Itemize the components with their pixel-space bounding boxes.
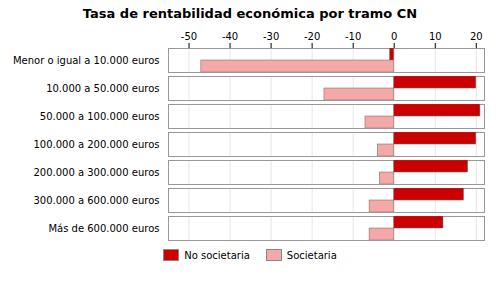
svg-text:Menor o igual a 10.000 euros: Menor o igual a 10.000 euros	[13, 55, 160, 66]
svg-text:-20: -20	[304, 31, 320, 42]
svg-text:200.000 a 300.000 euros: 200.000 a 300.000 euros	[33, 167, 159, 178]
svg-text:50.000 a 100.000 euros: 50.000 a 100.000 euros	[40, 111, 160, 122]
svg-text:0: 0	[391, 31, 397, 42]
html-text:Tasa de rentabilidad económica: Tasa de rentabilidad económica por tramo…	[82, 6, 418, 21]
svg-text:-30: -30	[263, 31, 279, 42]
svg-text:10.000 a 50.000 euros: 10.000 a 50.000 euros	[46, 83, 159, 94]
html-text:Societaria: Societaria	[286, 249, 337, 261]
svg-text:20: 20	[470, 31, 483, 42]
svg-text:100.000 a 200.000 euros: 100.000 a 200.000 euros	[33, 139, 159, 150]
svg-text:10: 10	[429, 31, 442, 42]
svg-text:300.000 a 600.000 euros: 300.000 a 600.000 euros	[33, 195, 159, 206]
svg-text:-40: -40	[222, 31, 238, 42]
html-text:No societaria: No societaria	[184, 249, 250, 261]
svg-text:-10: -10	[345, 31, 361, 42]
svg-text:-50: -50	[181, 31, 197, 42]
svg-text:Más de 600.000 euros: Más de 600.000 euros	[48, 223, 159, 234]
